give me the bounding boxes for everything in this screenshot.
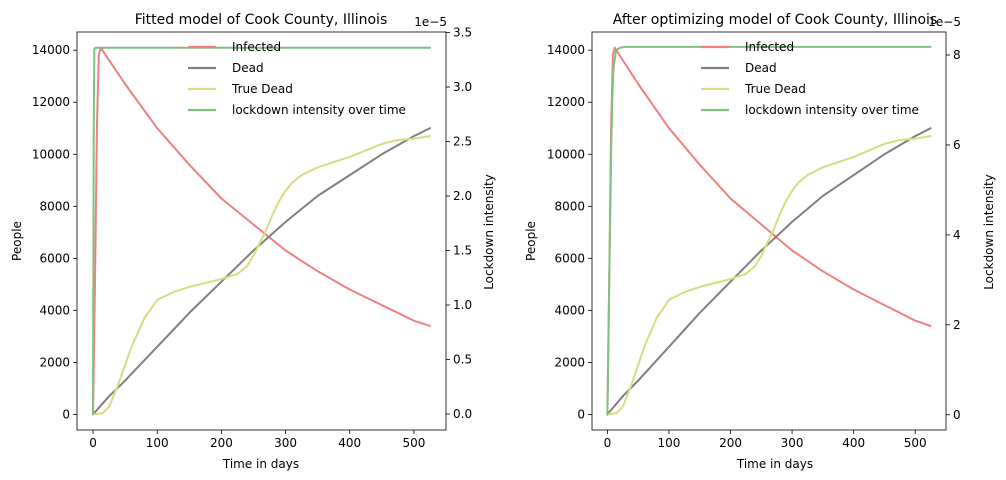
- legend-entry: Infected: [232, 40, 281, 54]
- series-line-true-dead: [606, 135, 932, 416]
- x-tick-label: 300: [781, 436, 804, 450]
- y-tick-label: 10000: [547, 147, 585, 161]
- y-tick-label: 6000: [554, 251, 585, 265]
- y-right-tick-label: 4: [953, 228, 961, 242]
- series-line-infected: [92, 46, 431, 416]
- legend-entry: True Dead: [744, 82, 806, 96]
- y-axis-right-label: Lockdown intensity: [482, 174, 496, 290]
- y-tick-label: 10000: [32, 147, 70, 161]
- y-tick-label: 0: [62, 407, 70, 421]
- series-line-lockdown-intensity-over-time: [606, 45, 932, 416]
- y-tick-label: 2000: [39, 355, 70, 369]
- chart-panel-1: Fitted model of Cook County, Illinois 0 1…: [10, 12, 496, 471]
- chart-panel-2: After optimizing model of Cook County, I…: [524, 12, 996, 471]
- y-tick-label: 4000: [554, 303, 585, 317]
- y-right-tick-label: 0.5: [453, 353, 472, 367]
- legend-entry: True Dead: [231, 82, 293, 96]
- y-tick-label: 4000: [39, 303, 70, 317]
- x-tick-label: 100: [658, 436, 681, 450]
- y-tick-label: 8000: [554, 199, 585, 213]
- series-line-true-dead: [92, 135, 431, 416]
- y-right-tick-label: 1.5: [453, 244, 472, 258]
- y-axis-right-label: Lockdown intensity: [982, 174, 996, 290]
- x-tick-label: 300: [274, 436, 297, 450]
- axes-frame: [76, 31, 447, 431]
- x-tick-label: 500: [904, 436, 927, 450]
- chart-title: After optimizing model of Cook County, I…: [613, 12, 938, 28]
- y-axis-label: People: [10, 221, 24, 261]
- y-right-tick-label: 1.0: [453, 298, 472, 312]
- x-axis-label: Time in days: [222, 457, 299, 471]
- y-right-tick-label: 3.0: [453, 80, 472, 94]
- x-tick-label: 0: [89, 436, 97, 450]
- y-tick-label: 14000: [32, 43, 70, 57]
- y-right-tick-label: 3.5: [453, 26, 472, 40]
- y-right-tick-label: 6: [953, 138, 961, 152]
- x-tick-label: 0: [604, 436, 612, 450]
- x-axis-label: Time in days: [736, 457, 813, 471]
- legend-entry: lockdown intensity over time: [232, 103, 406, 117]
- x-tick-label: 400: [842, 436, 865, 450]
- y-right-tick-label: 0.0: [453, 407, 472, 421]
- y-tick-label: 12000: [32, 95, 70, 109]
- y-right-tick-label: 2.5: [453, 135, 472, 149]
- y-right-tick-label: 0: [953, 408, 961, 422]
- right-axis-multiplier: 1e−5: [928, 15, 961, 29]
- legend-entry: Dead: [745, 61, 777, 75]
- y-tick-label: 14000: [547, 43, 585, 57]
- legend: Infected Dead True Dead lockdown intensity …: [701, 40, 919, 117]
- x-tick-label: 500: [402, 436, 425, 450]
- series-line-dead: [606, 127, 932, 416]
- legend: Infected Dead True Dead lockdown intensity …: [188, 40, 406, 117]
- y-tick-label: 6000: [39, 251, 70, 265]
- y-right-tick-label: 2.0: [453, 189, 472, 203]
- legend-entry: Infected: [745, 40, 794, 54]
- x-tick-label: 200: [210, 436, 233, 450]
- right-axis-multiplier: 1e−5: [414, 15, 447, 29]
- y-tick-label: 8000: [39, 199, 70, 213]
- y-axis-label: People: [524, 221, 538, 261]
- series-line-lockdown-intensity-over-time: [92, 46, 431, 415]
- x-tick-label: 200: [719, 436, 742, 450]
- plot-area: 0 100 200 300 400 500 0 2000 4000 6000 8000 10000 12…: [32, 26, 472, 450]
- y-right-tick-label: 8: [953, 48, 961, 62]
- series-line-dead: [92, 127, 431, 416]
- y-tick-label: 12000: [547, 95, 585, 109]
- chart-title: Fitted model of Cook County, Illinois: [135, 12, 388, 28]
- legend-entry: lockdown intensity over time: [745, 103, 919, 117]
- y-tick-label: 0: [577, 407, 585, 421]
- legend-entry: Dead: [232, 61, 264, 75]
- plot-area: 0 100 200 300 400 500 0 2000 4000 6000 8000 10000 12…: [547, 31, 961, 450]
- x-tick-label: 100: [146, 436, 169, 450]
- x-tick-label: 400: [338, 436, 361, 450]
- y-right-tick-label: 2: [953, 318, 961, 332]
- axes-frame: [591, 31, 947, 431]
- y-tick-label: 2000: [554, 355, 585, 369]
